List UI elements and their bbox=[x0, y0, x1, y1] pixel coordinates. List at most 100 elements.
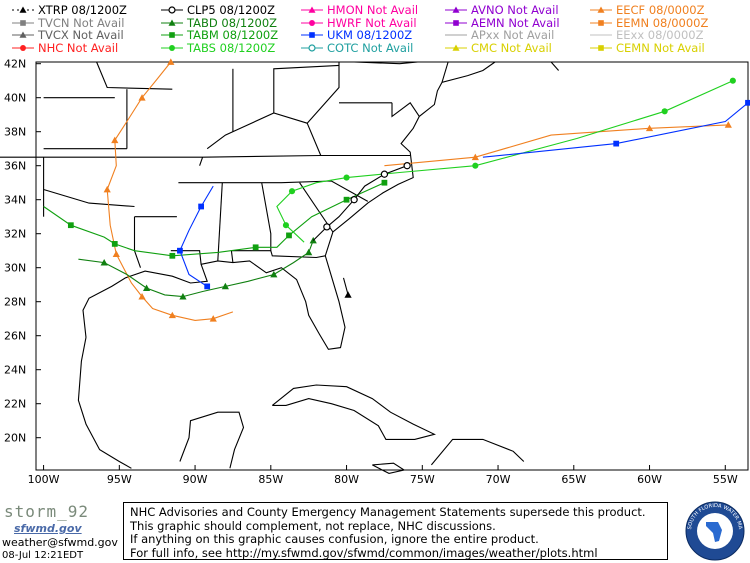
track-line bbox=[179, 185, 214, 287]
track-point bbox=[661, 108, 668, 115]
coastline-segment bbox=[372, 462, 406, 474]
disclaimer-link[interactable]: For full info, see http://my.sfwmd.gov/s… bbox=[130, 545, 598, 560]
track-point bbox=[100, 259, 108, 266]
coastline-segment bbox=[550, 61, 560, 71]
coastline-segment bbox=[199, 157, 204, 166]
contact-email[interactable]: weather@sfwmd.gov bbox=[2, 536, 118, 549]
track-point bbox=[645, 124, 654, 132]
legend-ukm-swatch bbox=[301, 32, 323, 38]
legend-clp5-swatch bbox=[161, 6, 183, 14]
legend-cotc-label: COTC Not Avail bbox=[327, 40, 414, 55]
legend-cemn-swatch bbox=[590, 44, 612, 51]
coastline-segment bbox=[43, 188, 135, 208]
coastline-segment bbox=[206, 62, 340, 150]
longitude-label: 75W bbox=[410, 473, 435, 486]
track-line bbox=[43, 182, 385, 257]
track-point bbox=[323, 223, 331, 231]
legend-cemn-label: CEMN Not Avail bbox=[616, 40, 705, 55]
latitude-label: 28N bbox=[4, 296, 26, 309]
legend-tabm-label: TABM 08/1200Z bbox=[187, 28, 279, 42]
legend-xtrp-swatch bbox=[12, 6, 34, 13]
track-point bbox=[204, 283, 211, 290]
track-point bbox=[138, 293, 146, 300]
timestamp: 08-Jul 12:21EDT bbox=[2, 550, 84, 561]
track-point bbox=[198, 203, 205, 210]
latitude-label: 36N bbox=[4, 160, 26, 173]
track-tabd bbox=[78, 236, 317, 300]
track-point bbox=[67, 222, 74, 229]
track-ukm-ext bbox=[482, 99, 750, 158]
legend-eexx-label: EExx 08/0000Z bbox=[616, 28, 704, 42]
track-point bbox=[111, 136, 119, 144]
track-point bbox=[179, 293, 187, 300]
track-point bbox=[403, 162, 411, 170]
longitude-label: 95W bbox=[107, 473, 132, 486]
sfwmd-seal-logo: SOUTH FLORIDA WATER MANAGEMENT DISTRICT bbox=[682, 500, 745, 561]
footer: storm_92 sfwmd.gov weather@sfwmd.gov 08-… bbox=[0, 500, 750, 563]
track-point bbox=[343, 196, 350, 203]
track-point bbox=[724, 121, 732, 128]
map-frame bbox=[35, 61, 749, 471]
legend-tabd-label: TABD 08/1200Z bbox=[187, 15, 278, 30]
track-point bbox=[142, 284, 151, 291]
longitude-label: 70W bbox=[486, 473, 511, 486]
track-point bbox=[745, 99, 750, 106]
track-point bbox=[350, 196, 358, 204]
track-xtrp bbox=[342, 277, 352, 298]
track-line bbox=[482, 102, 749, 158]
legend-eexx-swatch bbox=[590, 34, 612, 36]
track-point bbox=[282, 222, 290, 229]
track-point bbox=[305, 248, 313, 256]
legend-tabd-swatch bbox=[161, 19, 183, 26]
track-point bbox=[381, 179, 388, 186]
latitude-label: 24N bbox=[4, 364, 26, 377]
track-point bbox=[252, 244, 259, 251]
legend-tvcn-label: TVCN Not Avail bbox=[38, 15, 125, 30]
legend-avno-label: AVNO Not Avail bbox=[471, 3, 559, 17]
track-point bbox=[168, 311, 176, 319]
longitude-label: 55W bbox=[713, 473, 738, 486]
legend-tvcx-label: TVCX Not Avail bbox=[38, 28, 124, 42]
track-point bbox=[472, 162, 479, 169]
longitude-label: 100W bbox=[28, 473, 60, 486]
track-line bbox=[342, 277, 349, 296]
disclaimer-line: This graphic should complement, not repl… bbox=[130, 518, 496, 533]
legend-cotc-swatch bbox=[301, 43, 323, 52]
longitude-label: 60W bbox=[637, 473, 662, 486]
brand-name: storm_92 bbox=[4, 502, 90, 521]
coastline-segment bbox=[179, 411, 245, 469]
track-point bbox=[380, 170, 389, 178]
legend-aemn-swatch bbox=[445, 19, 467, 26]
track-point bbox=[343, 174, 350, 181]
longitude-label: 90W bbox=[183, 473, 208, 486]
track-point bbox=[613, 140, 620, 147]
longitude-label: 65W bbox=[561, 473, 586, 486]
track-point bbox=[471, 153, 479, 161]
longitude-label: 80W bbox=[334, 473, 359, 486]
track-line bbox=[384, 124, 729, 167]
track-layer bbox=[43, 58, 750, 322]
legend-hmon-label: HMON Not Avail bbox=[327, 3, 419, 17]
track-ukm bbox=[177, 185, 214, 290]
latitude-label: 20N bbox=[4, 432, 26, 445]
legend-eecf-swatch bbox=[590, 6, 612, 13]
track-point bbox=[169, 252, 176, 259]
track-point bbox=[138, 94, 146, 101]
track-point bbox=[344, 291, 352, 298]
latitude-label: 34N bbox=[4, 194, 26, 207]
latitude-label: 42N bbox=[4, 58, 26, 71]
track-point bbox=[221, 282, 229, 290]
latitude-label: 38N bbox=[4, 126, 26, 139]
coastline-segment bbox=[270, 250, 326, 259]
brand-link[interactable]: sfwmd.gov bbox=[14, 522, 82, 535]
latitude-label: 30N bbox=[4, 262, 26, 275]
track-line bbox=[78, 240, 314, 298]
legend-apxx-label: APxx Not Avail bbox=[471, 28, 555, 42]
track-point bbox=[729, 77, 736, 84]
legend-xtrp-label: XTRP 08/1200Z bbox=[38, 3, 127, 17]
legend-eemn-label: EEMN 08/0000Z bbox=[616, 15, 709, 30]
legend-hmon-swatch bbox=[301, 6, 323, 13]
coastline-segment bbox=[77, 337, 132, 469]
latitude-label: 22N bbox=[4, 398, 26, 411]
axis-layer: 42N 40N 38N 36N 34N 32N 30N 28N 26N 24N 22N 20N 100W… bbox=[4, 58, 738, 486]
